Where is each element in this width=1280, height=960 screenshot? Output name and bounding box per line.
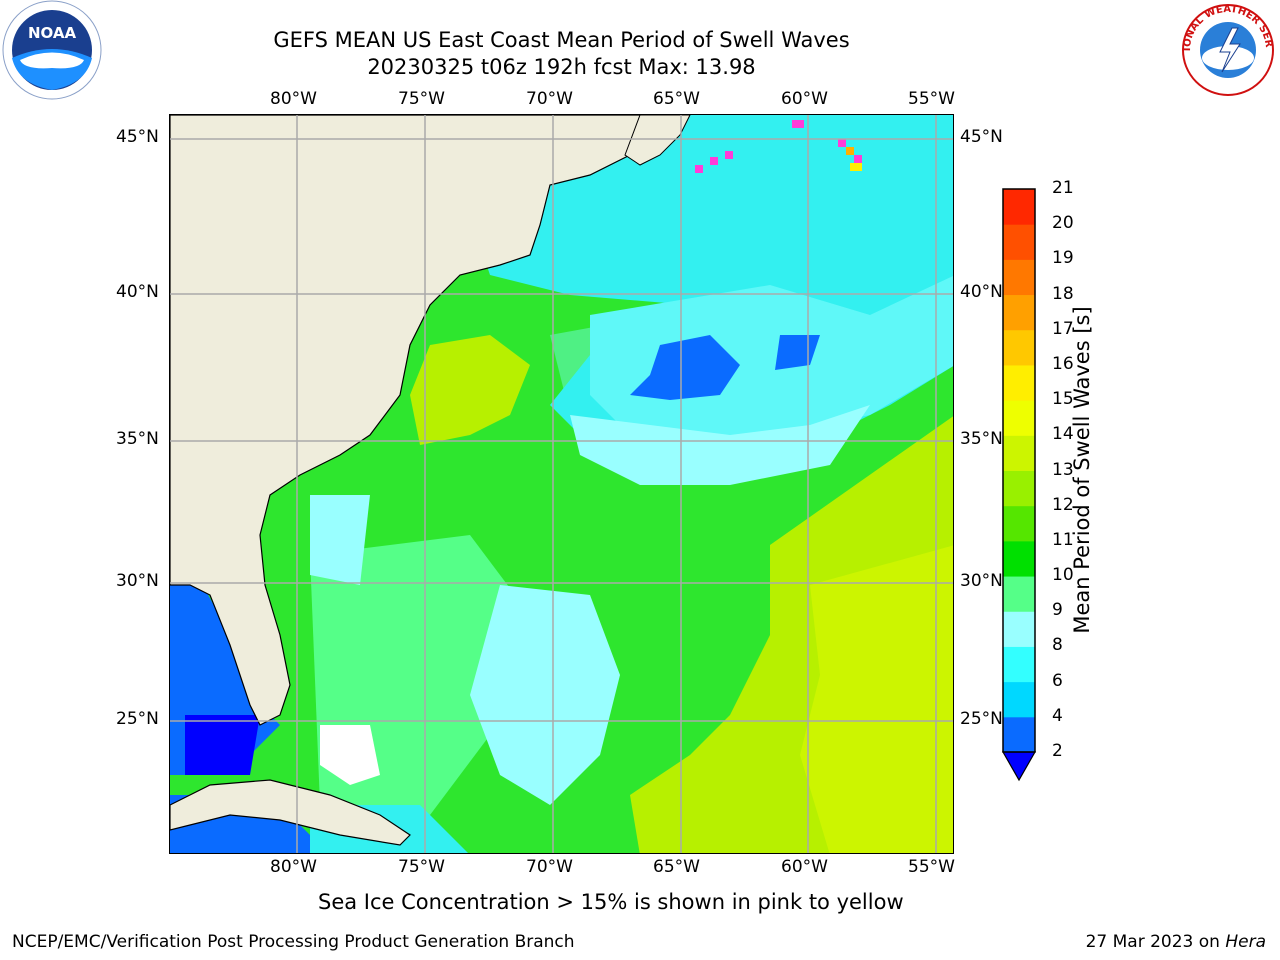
colorbar-segment (1003, 470, 1035, 507)
colorbar-segment (1003, 681, 1035, 718)
colorbar-tick-label: 6 (1052, 670, 1063, 691)
colorbar-tick-label: 17 (1052, 318, 1074, 339)
colorbar-tick-label: 16 (1052, 353, 1074, 374)
colorbar-label: Mean Period of Swell Waves [s] (1070, 306, 1094, 634)
colorbar-segment (1003, 611, 1035, 647)
map-canvas (170, 115, 953, 853)
yellow-region-se (800, 545, 953, 853)
lon-label-top-60w: 60°W (781, 89, 828, 109)
colorbar-segment (1003, 505, 1035, 542)
lon-label-top-75w: 75°W (398, 89, 445, 109)
colorbar-segment (1003, 540, 1035, 577)
colorbar-under-triangle (1001, 751, 1037, 782)
lon-label-bottom-70w: 70°W (526, 857, 573, 877)
colorbar-segment (1003, 364, 1035, 401)
chart-subtitle: 20230325 t06z 192h fcst Max: 13.98 (367, 55, 756, 79)
colorbar-tick-label: 15 (1052, 389, 1074, 410)
lon-label-top-55w: 55°W (908, 89, 955, 109)
colorbar-segment (1003, 400, 1035, 436)
colorbar-tick-label: 20 (1052, 213, 1074, 234)
lat-label-left-35n: 35°N (116, 429, 159, 449)
footer-host: Hera (1225, 932, 1266, 952)
map-gridlines (170, 115, 953, 853)
colorbar-segment (1003, 435, 1035, 471)
colorbar-segment (1003, 329, 1035, 366)
lon-label-bottom-80w: 80°W (270, 857, 317, 877)
colorbar-segment (1003, 224, 1035, 260)
bahamas-shallow-white (320, 725, 380, 785)
colorbar-segment (1003, 189, 1035, 225)
lon-label-bottom-65w: 65°W (653, 857, 700, 877)
pale-cyan-patch-central (570, 405, 870, 485)
lat-label-right-35n: 35°N (960, 429, 1003, 449)
lat-label-left-25n: 25°N (116, 709, 159, 729)
lat-label-right-40n: 40°N (960, 282, 1003, 302)
blue-patch-central (630, 335, 740, 400)
colorbar-tick-label: 4 (1052, 705, 1063, 726)
lon-label-bottom-75w: 75°W (398, 857, 445, 877)
land-cuba (170, 779, 411, 846)
colorbar-tick-label: 19 (1052, 248, 1074, 269)
colorbar (1001, 188, 1037, 782)
footer-date: 27 Mar 2023 on (1085, 932, 1226, 952)
sea-ice-caption: Sea Ice Concentration > 15% is shown in … (318, 890, 904, 914)
lat-label-left-30n: 30°N (116, 571, 159, 591)
lon-label-bottom-55w: 55°W (908, 857, 955, 877)
colorbar-tick-label: 10 (1052, 565, 1074, 586)
footer-left: NCEP/EMC/Verification Post Processing Pr… (12, 932, 575, 952)
lat-label-left-45n: 45°N (116, 127, 159, 147)
pale-cyan-patch-florida (310, 495, 370, 585)
colorbar-tick-label: 14 (1052, 424, 1074, 445)
noaa-logo: NOAA (2, 0, 102, 100)
lon-label-top-80w: 80°W (270, 89, 317, 109)
colorbar-segment (1003, 576, 1035, 612)
gulf-deep-blue-region (185, 715, 260, 775)
land-nova-scotia (624, 115, 691, 166)
colorbar-tick-label: 9 (1052, 600, 1063, 621)
colorbar-tick-label: 12 (1052, 494, 1074, 515)
lat-label-right-25n: 25°N (960, 709, 1003, 729)
colorbar-tick-label: 11 (1052, 529, 1074, 550)
pale-cyan-patch-south (470, 585, 620, 805)
colorbar-frame (1002, 188, 1036, 753)
chart-title: GEFS MEAN US East Coast Mean Period of S… (273, 28, 850, 52)
colorbar-tick-label: 21 (1052, 178, 1074, 198)
swell-period-map (169, 114, 954, 854)
lat-label-right-30n: 30°N (960, 571, 1003, 591)
colorbar-segment (1003, 259, 1035, 296)
colorbar-segment (1003, 716, 1035, 753)
colorbar-segment (1003, 646, 1035, 683)
nws-logo: NATIONAL WEATHER SERVICE (1176, 0, 1274, 96)
sea-ice-markers (695, 120, 862, 173)
lon-label-top-70w: 70°W (526, 89, 573, 109)
lon-label-top-65w: 65°W (653, 89, 700, 109)
footer-right: 27 Mar 2023 on Hera (1086, 932, 1266, 952)
noaa-logo-text: NOAA (28, 24, 77, 42)
yellow-green-region-carolina (410, 335, 530, 445)
colorbar-segment (1003, 294, 1035, 331)
colorbar-tick-label: 13 (1052, 459, 1074, 480)
lon-label-bottom-60w: 60°W (781, 857, 828, 877)
lat-label-right-45n: 45°N (960, 127, 1003, 147)
colorbar-tick-label: 18 (1052, 283, 1074, 304)
lat-label-left-40n: 40°N (116, 282, 159, 302)
colorbar-tick-label: 2 (1052, 741, 1063, 761)
colorbar-tick-label: 8 (1052, 635, 1063, 656)
